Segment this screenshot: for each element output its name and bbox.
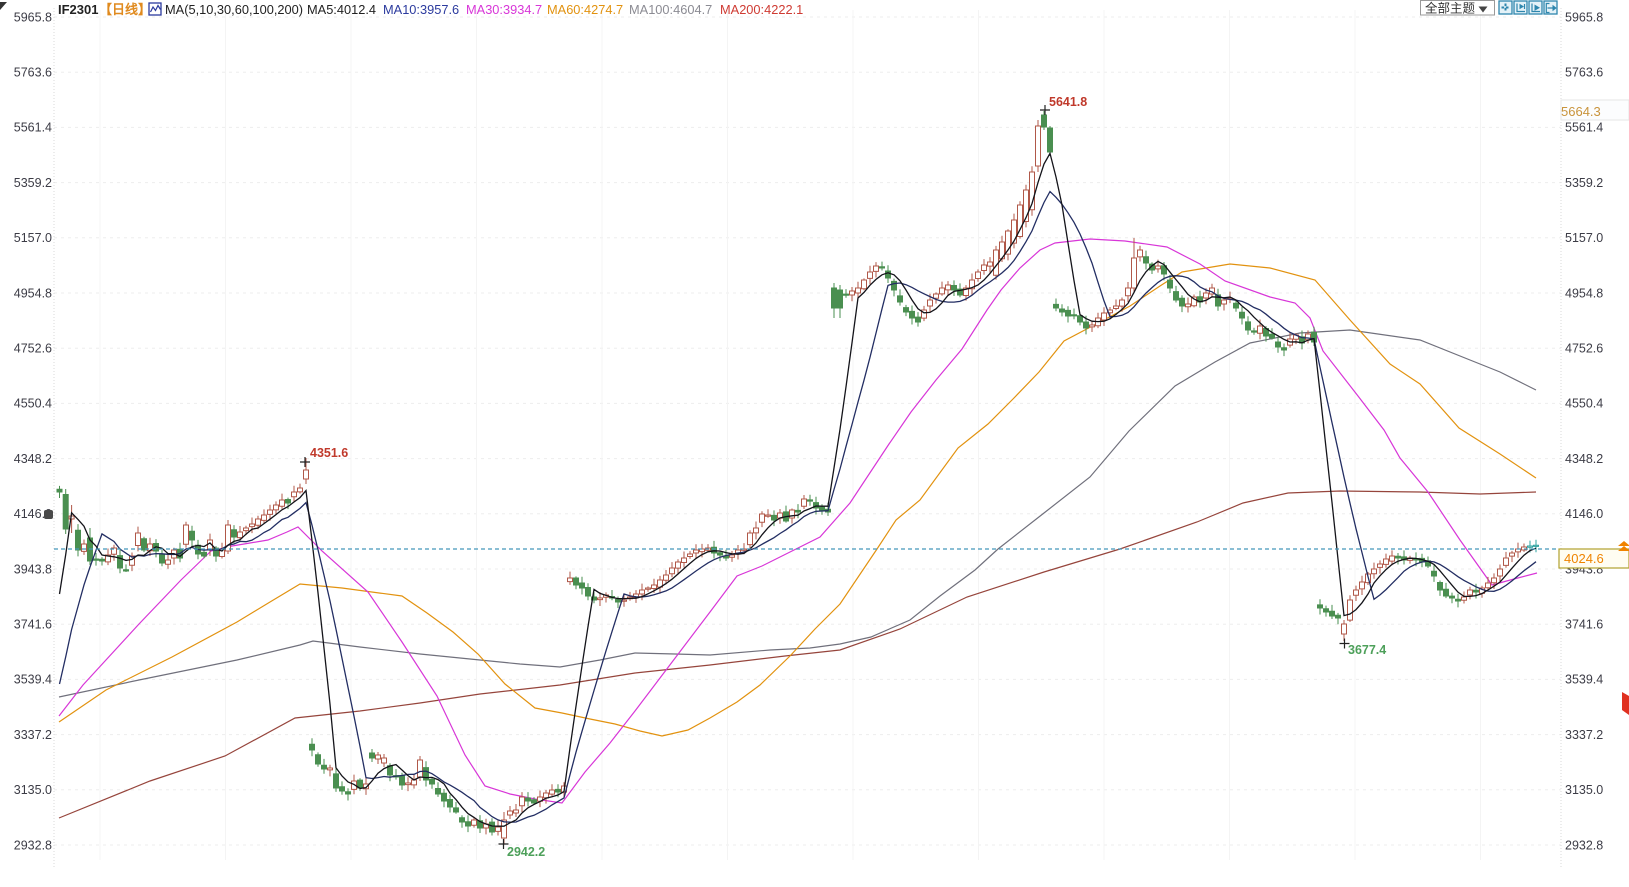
svg-text:3337.2: 3337.2 — [1565, 728, 1603, 742]
svg-text:2932.8: 2932.8 — [1565, 838, 1603, 852]
svg-text:4348.2: 4348.2 — [14, 452, 52, 466]
svg-text:MA200:4222.1: MA200:4222.1 — [720, 2, 803, 17]
svg-text:MA5:4012.4: MA5:4012.4 — [307, 2, 376, 17]
svg-text:MA100:4604.7: MA100:4604.7 — [629, 2, 712, 17]
svg-text:3677.4: 3677.4 — [1348, 643, 1386, 657]
svg-text:5664.3: 5664.3 — [1561, 104, 1601, 119]
svg-text:IF2301: IF2301 — [58, 2, 98, 17]
svg-text:3135.0: 3135.0 — [14, 783, 52, 797]
svg-text:4752.6: 4752.6 — [1565, 342, 1603, 356]
svg-text:4146.0: 4146.0 — [14, 507, 52, 521]
svg-text:5359.2: 5359.2 — [1565, 176, 1603, 190]
svg-text:5157.0: 5157.0 — [1565, 231, 1603, 245]
svg-text:2932.8: 2932.8 — [14, 838, 52, 852]
svg-text:5763.6: 5763.6 — [14, 66, 52, 80]
svg-text:4146.0: 4146.0 — [1565, 507, 1603, 521]
svg-text:【日线】: 【日线】 — [99, 2, 151, 17]
svg-text:5641.8: 5641.8 — [1049, 95, 1087, 109]
svg-text:3539.4: 3539.4 — [1565, 673, 1603, 687]
svg-text:5157.0: 5157.0 — [14, 231, 52, 245]
svg-text:5965.8: 5965.8 — [1565, 10, 1603, 24]
svg-text:4550.4: 4550.4 — [14, 397, 52, 411]
svg-text:MA60:4274.7: MA60:4274.7 — [547, 2, 623, 17]
svg-text:全部主题: 全部主题 — [1425, 1, 1476, 16]
svg-text:MA10:3957.6: MA10:3957.6 — [383, 2, 459, 17]
svg-text:4954.8: 4954.8 — [14, 286, 52, 300]
svg-text:4752.6: 4752.6 — [14, 342, 52, 356]
svg-text:5561.4: 5561.4 — [1565, 121, 1603, 135]
svg-text:3135.0: 3135.0 — [1565, 783, 1603, 797]
svg-text:MA(5,10,30,60,100,200): MA(5,10,30,60,100,200) — [165, 2, 303, 17]
svg-text:4954.8: 4954.8 — [1565, 286, 1603, 300]
svg-text:4351.6: 4351.6 — [310, 446, 348, 460]
svg-text:3741.6: 3741.6 — [1565, 618, 1603, 632]
svg-text:MA30:3934.7: MA30:3934.7 — [466, 2, 542, 17]
svg-text:3943.8: 3943.8 — [14, 562, 52, 576]
svg-text:3539.4: 3539.4 — [14, 673, 52, 687]
svg-text:5965.8: 5965.8 — [14, 10, 52, 24]
svg-text:4550.4: 4550.4 — [1565, 397, 1603, 411]
svg-text:4348.2: 4348.2 — [1565, 452, 1603, 466]
svg-text:4024.6: 4024.6 — [1564, 551, 1604, 566]
svg-text:3337.2: 3337.2 — [14, 728, 52, 742]
svg-text:2942.2: 2942.2 — [507, 845, 545, 859]
svg-text:5359.2: 5359.2 — [14, 176, 52, 190]
svg-text:3741.6: 3741.6 — [14, 618, 52, 632]
svg-text:5763.6: 5763.6 — [1565, 66, 1603, 80]
svg-text:5561.4: 5561.4 — [14, 121, 52, 135]
